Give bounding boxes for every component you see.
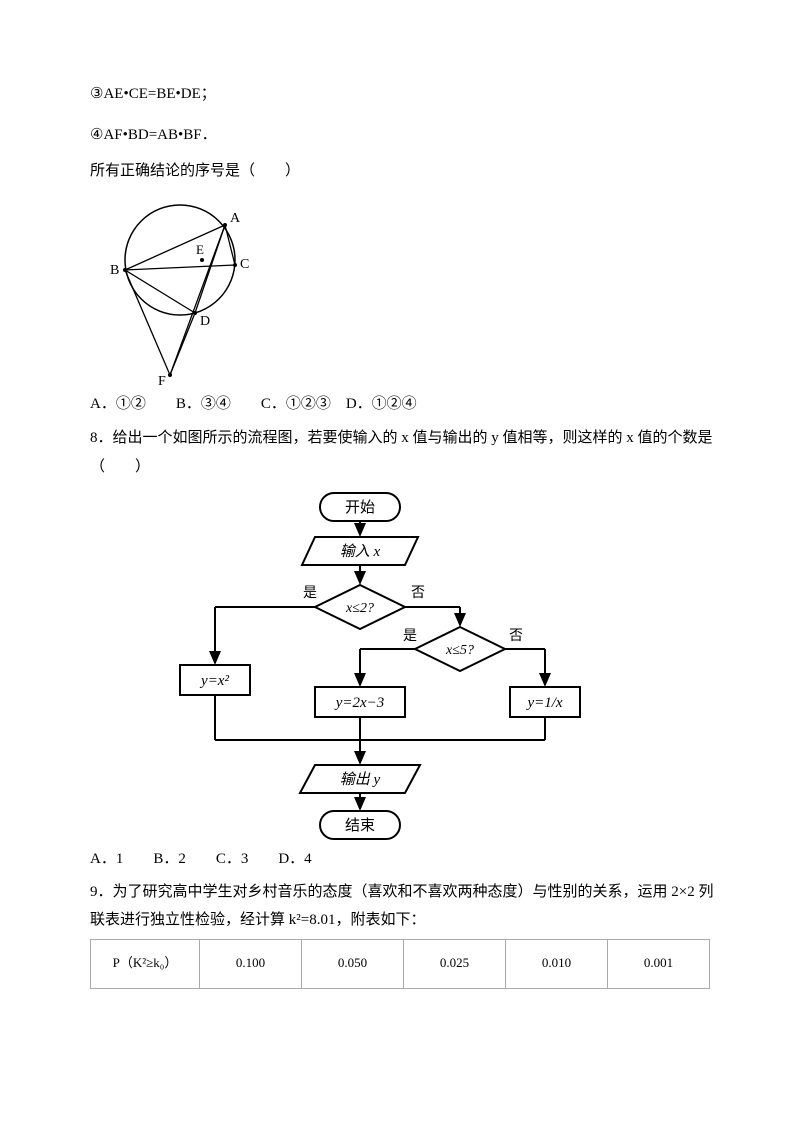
flow-y1: y=x²: [199, 673, 229, 689]
label-e: E: [196, 242, 204, 257]
table-c4: 0.010: [506, 939, 608, 988]
table-c2: 0.050: [302, 939, 404, 988]
label-b: B: [110, 263, 119, 278]
label-d: D: [200, 314, 210, 329]
flow-y2: y=2x−3: [334, 695, 385, 711]
table-c5: 0.001: [608, 939, 710, 988]
flow-y3: y=1/x: [525, 695, 562, 711]
question-7-prompt: 所有正确结论的序号是（ ）: [90, 157, 720, 186]
flowchart: 开始 输入 x x≤2? 是 否 x≤5? 是 否 y=x² y=2x−3: [160, 485, 590, 845]
question-9: 9．为了研究高中学生对乡村音乐的态度（喜欢和不喜欢两种态度）与性别的关系，运用 …: [90, 878, 720, 935]
flow-yes2: 是: [403, 629, 417, 644]
flow-output: 输出 y: [340, 771, 381, 788]
table-header: P（K²≥k₀）: [91, 939, 200, 988]
flow-no1: 否: [411, 586, 425, 601]
flow-input: 输入 x: [340, 543, 381, 560]
flow-end: 结束: [345, 817, 375, 834]
label-a: A: [230, 211, 241, 226]
flow-c1: x≤2?: [345, 601, 374, 616]
circle-diagram: A B C D E F: [90, 190, 290, 390]
label-c: C: [240, 257, 249, 272]
question-7-options: A．①② B．③④ C．①②③ D．①②④: [90, 390, 720, 419]
flow-yes1: 是: [303, 586, 317, 601]
flow-start: 开始: [345, 499, 375, 516]
table-c3: 0.025: [404, 939, 506, 988]
label-f: F: [158, 374, 166, 389]
stmt-3: ③AE•CE=BE•DE；: [90, 80, 720, 109]
table-c1: 0.100: [200, 939, 302, 988]
stmt-4: ④AF•BD=AB•BF．: [90, 121, 720, 150]
question-8-options: A．1 B．2 C．3 D．4: [90, 845, 720, 874]
flow-c2: x≤5?: [445, 643, 474, 658]
page: ③AE•CE=BE•DE； ④AF•BD=AB•BF． 所有正确结论的序号是（ …: [0, 0, 800, 1132]
chi-square-table: P（K²≥k₀） 0.100 0.050 0.025 0.010 0.001: [90, 939, 710, 989]
flow-no2: 否: [509, 629, 523, 644]
question-8: 8．给出一个如图所示的流程图，若要使输入的 x 值与输出的 y 值相等，则这样的…: [90, 424, 720, 481]
